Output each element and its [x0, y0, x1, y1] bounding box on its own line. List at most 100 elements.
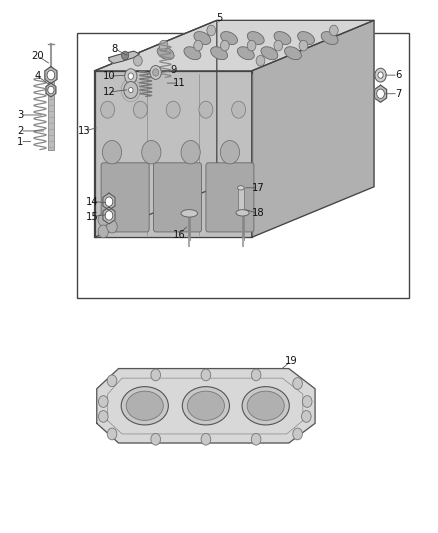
Circle shape	[247, 41, 256, 51]
Circle shape	[194, 41, 202, 51]
Circle shape	[150, 66, 161, 79]
FancyBboxPatch shape	[153, 163, 201, 232]
Text: 10: 10	[102, 71, 115, 81]
Circle shape	[99, 395, 108, 407]
Ellipse shape	[194, 31, 211, 44]
Text: 9: 9	[170, 65, 177, 75]
Circle shape	[302, 395, 312, 407]
Ellipse shape	[247, 31, 264, 44]
Polygon shape	[95, 20, 217, 237]
Ellipse shape	[274, 31, 291, 44]
FancyBboxPatch shape	[206, 163, 254, 232]
FancyBboxPatch shape	[101, 163, 149, 232]
Ellipse shape	[184, 47, 201, 60]
Ellipse shape	[247, 391, 284, 421]
Text: 8: 8	[111, 44, 117, 53]
Circle shape	[124, 82, 138, 99]
Ellipse shape	[237, 211, 244, 215]
Circle shape	[251, 433, 261, 445]
Circle shape	[152, 69, 159, 76]
Circle shape	[99, 410, 108, 422]
Circle shape	[378, 72, 383, 78]
Polygon shape	[97, 368, 315, 443]
Circle shape	[299, 41, 308, 51]
Circle shape	[142, 141, 161, 164]
Text: 12: 12	[102, 87, 115, 97]
Circle shape	[105, 197, 113, 206]
Circle shape	[98, 225, 109, 238]
Ellipse shape	[121, 386, 168, 425]
Circle shape	[102, 141, 122, 164]
Ellipse shape	[211, 47, 227, 60]
Bar	[238, 188, 244, 213]
Text: 5: 5	[216, 13, 222, 23]
Ellipse shape	[237, 47, 254, 60]
Ellipse shape	[298, 31, 314, 44]
Bar	[48, 78, 54, 150]
Circle shape	[47, 70, 55, 80]
Circle shape	[293, 377, 302, 389]
Circle shape	[293, 428, 302, 440]
Text: 14: 14	[86, 197, 99, 207]
Text: 3: 3	[17, 110, 24, 120]
Text: 6: 6	[395, 70, 401, 80]
Ellipse shape	[221, 31, 237, 44]
Polygon shape	[95, 20, 374, 71]
Ellipse shape	[182, 386, 230, 425]
Polygon shape	[103, 207, 115, 224]
Circle shape	[159, 41, 168, 51]
Text: 18: 18	[252, 208, 265, 219]
Circle shape	[256, 55, 265, 66]
Circle shape	[329, 25, 338, 36]
Ellipse shape	[126, 391, 163, 421]
Circle shape	[134, 55, 142, 66]
Circle shape	[251, 369, 261, 381]
Ellipse shape	[236, 209, 249, 216]
Circle shape	[129, 87, 133, 93]
Polygon shape	[46, 83, 56, 97]
Ellipse shape	[321, 31, 338, 44]
Ellipse shape	[187, 391, 224, 421]
Circle shape	[151, 369, 160, 381]
Circle shape	[107, 220, 117, 233]
Circle shape	[101, 101, 115, 118]
Polygon shape	[252, 20, 374, 237]
Text: 2: 2	[17, 126, 24, 136]
Circle shape	[122, 51, 129, 60]
Circle shape	[125, 69, 137, 84]
Circle shape	[134, 101, 148, 118]
Ellipse shape	[157, 47, 174, 60]
Polygon shape	[374, 85, 387, 102]
Circle shape	[377, 89, 385, 99]
Text: 11: 11	[173, 78, 185, 88]
Circle shape	[220, 141, 240, 164]
Polygon shape	[109, 51, 140, 63]
Ellipse shape	[237, 185, 244, 190]
Circle shape	[128, 73, 134, 79]
Text: 17: 17	[252, 183, 265, 193]
Circle shape	[201, 433, 211, 445]
Ellipse shape	[261, 47, 278, 60]
Polygon shape	[103, 193, 115, 210]
Text: 15: 15	[86, 212, 99, 222]
Ellipse shape	[242, 386, 289, 425]
Text: 13: 13	[78, 126, 91, 136]
Text: 7: 7	[395, 88, 401, 99]
Circle shape	[98, 213, 109, 226]
Circle shape	[232, 101, 246, 118]
Text: 4: 4	[35, 71, 41, 81]
Circle shape	[199, 101, 213, 118]
Circle shape	[105, 211, 113, 220]
Circle shape	[107, 375, 117, 386]
Text: 19: 19	[285, 356, 297, 366]
Text: 1: 1	[17, 136, 24, 147]
Circle shape	[201, 369, 211, 381]
Ellipse shape	[181, 209, 198, 217]
Polygon shape	[95, 71, 252, 237]
Circle shape	[107, 428, 117, 440]
Circle shape	[274, 41, 283, 51]
Circle shape	[375, 68, 386, 82]
Circle shape	[207, 25, 215, 36]
Circle shape	[151, 433, 160, 445]
Polygon shape	[45, 67, 57, 84]
